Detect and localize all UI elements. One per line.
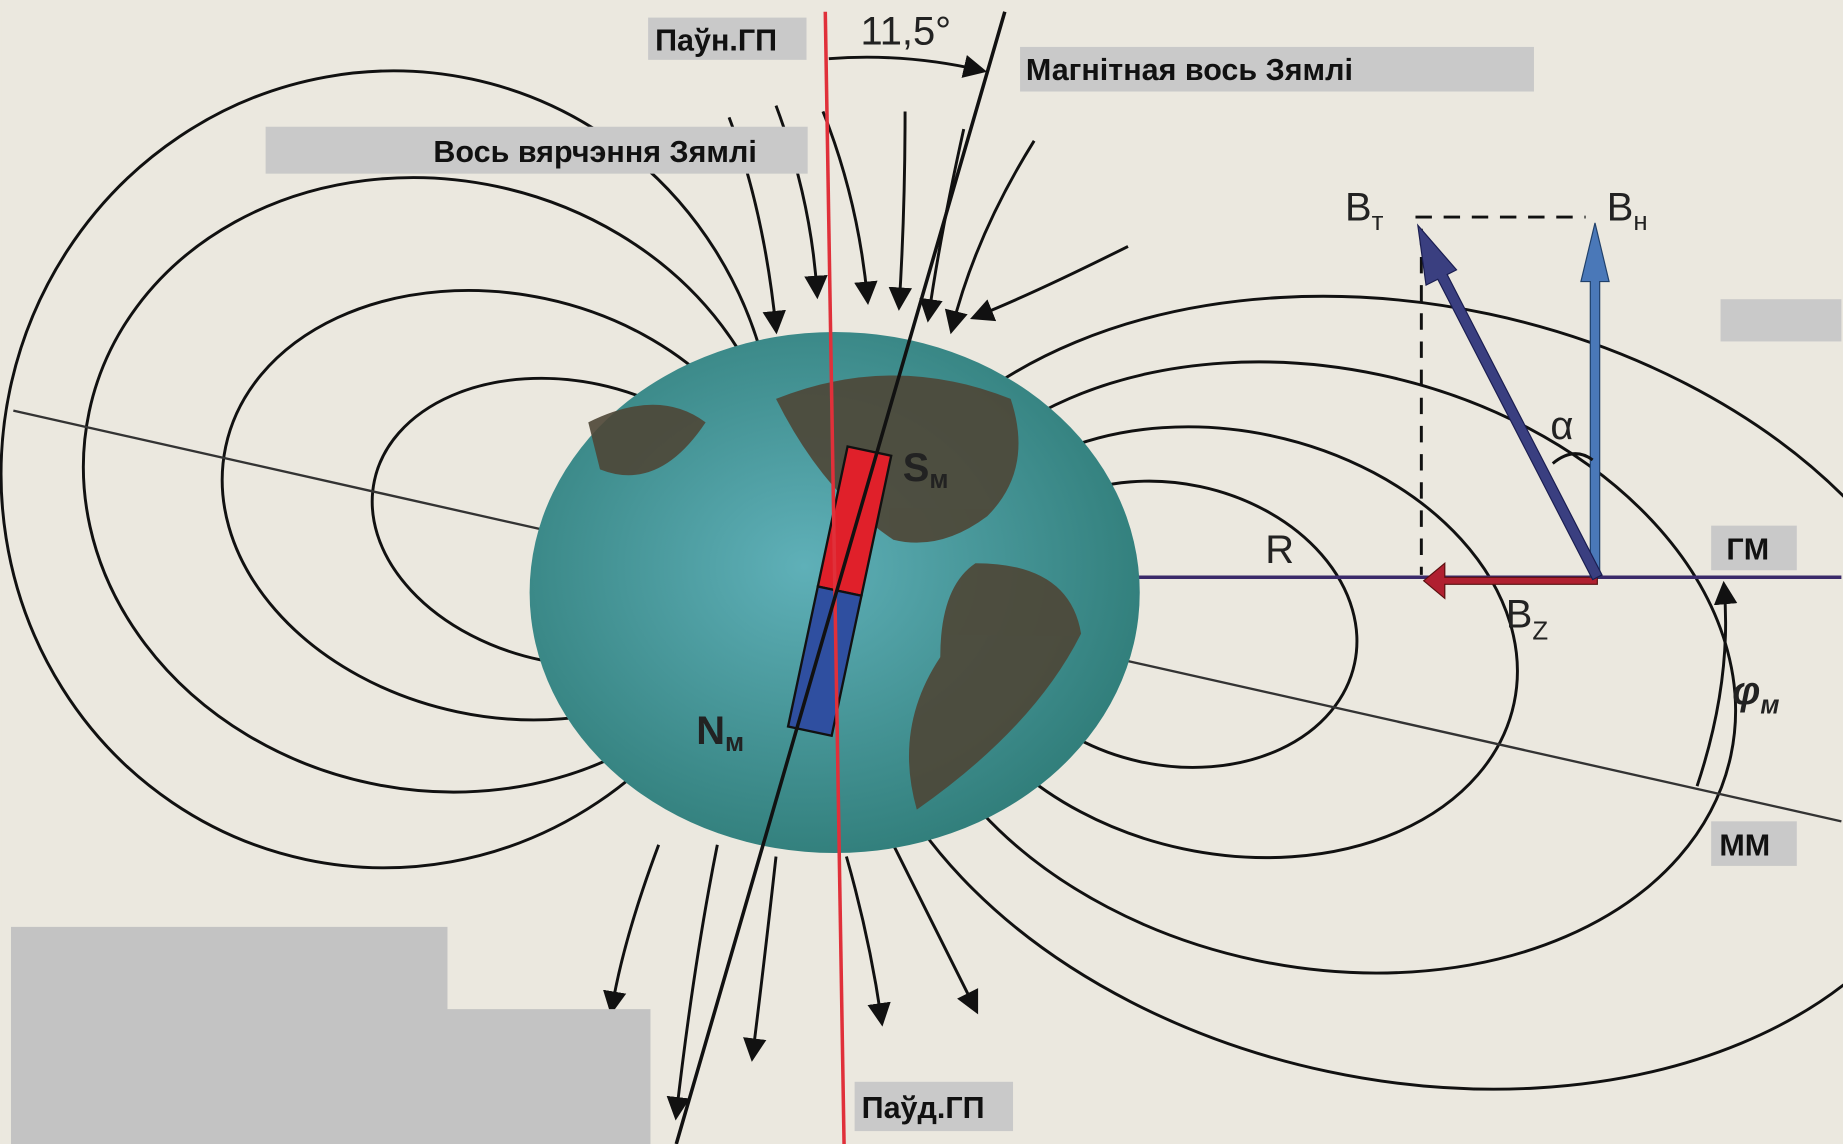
field-line	[888, 111, 913, 311]
symbol: B	[1607, 186, 1634, 230]
meridian-label: ММ	[1719, 828, 1770, 862]
bh-label: Bн	[1607, 186, 1648, 236]
subscript: н	[1633, 208, 1647, 236]
rotation-axis	[823, 11, 846, 1144]
subscript: м	[929, 466, 948, 494]
label-box	[648, 17, 807, 60]
north-pole-label: Паўн.ГП	[655, 23, 777, 57]
geomagnetic-label: ГМ	[1726, 533, 1769, 567]
alpha-label: α	[1550, 404, 1573, 448]
bt-label: Bт	[1345, 186, 1384, 236]
angle-label: 11,5°	[860, 10, 951, 54]
vector-bt	[1416, 223, 1603, 581]
continent	[588, 404, 706, 476]
symbol: N	[696, 709, 725, 753]
magnetic-axis	[674, 11, 1007, 1144]
symbol: φ	[1732, 669, 1760, 713]
field-line	[603, 844, 661, 1015]
subscript: м	[1760, 691, 1779, 719]
blank-box	[10, 926, 651, 1144]
label-box	[265, 126, 808, 174]
field-line	[821, 110, 878, 306]
magnetic-axis-label: Магнітная вось Зямлі	[1026, 53, 1353, 87]
bz-label: BZ	[1506, 593, 1548, 646]
field-line	[892, 844, 979, 1015]
subscript: т	[1372, 208, 1384, 236]
blank-box	[1720, 299, 1842, 342]
continents	[588, 375, 1082, 810]
continent	[776, 375, 1019, 543]
field-line	[666, 844, 719, 1121]
field-line	[844, 856, 891, 1027]
south-pole-label: Паўд.ГП	[862, 1091, 985, 1125]
field-line	[970, 245, 1129, 322]
alpha-arc	[1551, 452, 1594, 465]
subscript: Z	[1532, 617, 1548, 645]
symbol: B	[1345, 186, 1372, 230]
vector-bz	[1422, 561, 1598, 600]
continent	[908, 563, 1082, 810]
symbol: S	[903, 446, 930, 490]
vector-bh	[1580, 222, 1610, 578]
latitude-label: φм	[1732, 669, 1779, 719]
rotation-axis-label: Вось вярчэння Зямлі	[433, 135, 756, 169]
angle-arc	[828, 55, 988, 78]
label-box	[1711, 525, 1797, 571]
field-line	[944, 140, 1036, 335]
magnet-north-label: Nм	[696, 709, 744, 757]
label-box	[854, 1081, 1014, 1132]
label-box	[1711, 821, 1797, 866]
magnet-south-label: Sм	[903, 446, 949, 494]
radius-label: R	[1265, 528, 1294, 572]
latitude-arc	[1695, 580, 1738, 787]
field-line	[743, 856, 778, 1062]
subscript: м	[725, 729, 744, 757]
label-box	[1020, 46, 1534, 92]
symbol: B	[1506, 593, 1533, 637]
